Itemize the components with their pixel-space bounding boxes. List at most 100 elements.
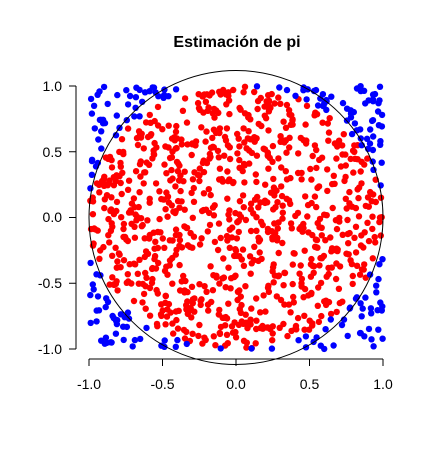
inside-point — [366, 204, 372, 210]
inside-point — [313, 147, 319, 153]
inside-point — [178, 136, 184, 142]
inside-point — [279, 215, 285, 221]
inside-point — [315, 284, 321, 290]
inside-point — [305, 229, 311, 235]
inside-point — [136, 204, 142, 210]
inside-point — [304, 213, 310, 219]
inside-point — [234, 131, 240, 137]
outside-point — [375, 276, 381, 282]
outside-point — [89, 110, 95, 116]
inside-point — [289, 117, 295, 123]
inside-point — [351, 235, 357, 241]
inside-point — [275, 94, 281, 100]
inside-point — [158, 313, 164, 319]
inside-point — [137, 132, 143, 138]
inside-point — [155, 290, 161, 296]
inside-point — [119, 170, 125, 176]
inside-point — [290, 294, 296, 300]
inside-point — [142, 270, 148, 276]
inside-point — [227, 156, 233, 162]
inside-point — [163, 170, 169, 176]
inside-point — [240, 192, 246, 198]
inside-point — [308, 274, 314, 280]
inside-point — [358, 232, 364, 238]
inside-point — [262, 146, 268, 152]
inside-point — [135, 271, 141, 277]
inside-point — [106, 239, 112, 245]
y-tick-label-3: 0.5 — [43, 144, 63, 160]
outside-point — [184, 341, 190, 347]
inside-point — [245, 128, 251, 134]
inside-point — [172, 183, 178, 189]
inside-point — [127, 207, 133, 213]
inside-point — [280, 119, 286, 125]
inside-point — [233, 248, 239, 254]
outside-point — [133, 94, 139, 100]
inside-point — [97, 247, 103, 253]
inside-point — [253, 295, 259, 301]
inside-point — [169, 135, 175, 141]
inside-point — [257, 249, 263, 255]
outside-point — [361, 333, 367, 339]
inside-point — [173, 129, 179, 135]
inside-point — [95, 227, 101, 233]
outside-point — [379, 336, 385, 342]
inside-point — [342, 174, 348, 180]
inside-point — [179, 244, 185, 250]
inside-point — [353, 249, 359, 255]
inside-point — [295, 170, 301, 176]
inside-point — [237, 198, 243, 204]
x-tick-label-3: 0.5 — [300, 376, 320, 392]
inside-point — [198, 124, 204, 130]
x-tick-label-4: 1.0 — [373, 376, 393, 392]
inside-point — [364, 220, 370, 226]
inside-point — [279, 193, 285, 199]
inside-point — [196, 281, 202, 287]
outside-point — [303, 96, 309, 102]
inside-point — [190, 176, 196, 182]
inside-point — [323, 302, 329, 308]
inside-point — [159, 126, 165, 132]
inside-point — [295, 210, 301, 216]
inside-point — [224, 233, 230, 239]
inside-point — [116, 149, 122, 155]
inside-point — [226, 111, 232, 117]
inside-point — [173, 123, 179, 129]
outside-point — [320, 91, 326, 97]
outside-point — [114, 92, 120, 98]
inside-point — [195, 100, 201, 106]
inside-point — [113, 281, 119, 287]
inside-point — [353, 224, 359, 230]
inside-point — [241, 263, 247, 269]
inside-point — [302, 248, 308, 254]
inside-point — [227, 285, 233, 291]
inside-point — [208, 192, 214, 198]
outside-point — [372, 91, 378, 97]
inside-point — [158, 301, 164, 307]
inside-point — [331, 181, 337, 187]
inside-point — [265, 226, 271, 232]
inside-point — [253, 228, 259, 234]
inside-point — [117, 264, 123, 270]
inside-point — [118, 214, 124, 220]
inside-point — [203, 128, 209, 134]
inside-point — [205, 108, 211, 114]
inside-point — [269, 91, 275, 97]
inside-point — [182, 95, 188, 101]
inside-point — [288, 220, 294, 226]
inside-point — [108, 194, 114, 200]
inside-point — [249, 260, 255, 266]
inside-point — [366, 238, 372, 244]
inside-point — [215, 247, 221, 253]
inside-point — [164, 313, 170, 319]
inside-point — [206, 186, 212, 192]
inside-point — [336, 215, 342, 221]
inside-point — [290, 281, 296, 287]
inside-point — [326, 129, 332, 135]
inside-point — [121, 257, 127, 263]
outside-point — [339, 322, 345, 328]
inside-point — [187, 244, 193, 250]
inside-point — [125, 187, 131, 193]
inside-point — [180, 108, 186, 114]
inside-point — [133, 168, 139, 174]
